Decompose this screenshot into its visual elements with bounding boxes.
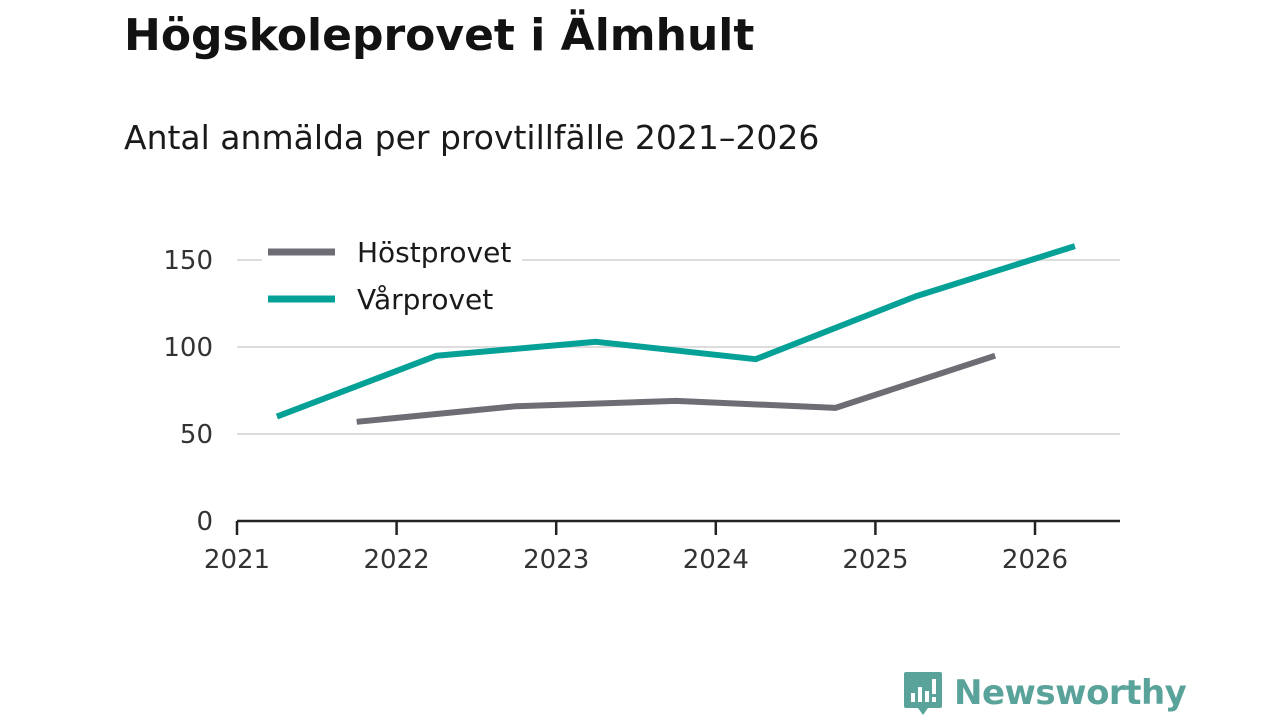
x-tick-label: 2026 <box>1002 545 1068 575</box>
x-tick-label: 2022 <box>364 545 430 575</box>
brand-name: Newsworthy <box>954 673 1187 713</box>
y-tick-label: 0 <box>196 507 213 537</box>
y-tick-label: 100 <box>163 333 213 363</box>
newsworthy-logo-icon <box>904 672 942 715</box>
series-line-hostprovet <box>356 352 997 425</box>
legend-label-varprovet: Vårprovet <box>357 283 493 316</box>
y-tick-label: 50 <box>180 420 213 450</box>
newsworthy-logo: Newsworthy <box>902 670 1187 716</box>
series-lines <box>275 243 1076 425</box>
legend-label-hostprovet: Höstprovet <box>357 236 511 269</box>
x-axis: 2021 2022 2023 2024 2025 2026 <box>204 519 1120 575</box>
chart-subtitle: Antal anmälda per provtillfälle 2021–202… <box>124 118 820 157</box>
x-tick-label: 2023 <box>523 545 589 575</box>
x-tick-label: 2021 <box>204 545 270 575</box>
x-tick-label: 2024 <box>683 545 749 575</box>
y-axis-ticks: 0 50 100 150 <box>163 246 213 537</box>
x-tick-label: 2025 <box>842 545 908 575</box>
legend: Höstprovet Vårprovet <box>262 236 522 324</box>
chart-title: Högskoleprovet i Älmhult <box>124 10 755 61</box>
y-tick-label: 150 <box>163 246 213 276</box>
series-line-varprovet <box>275 243 1076 420</box>
